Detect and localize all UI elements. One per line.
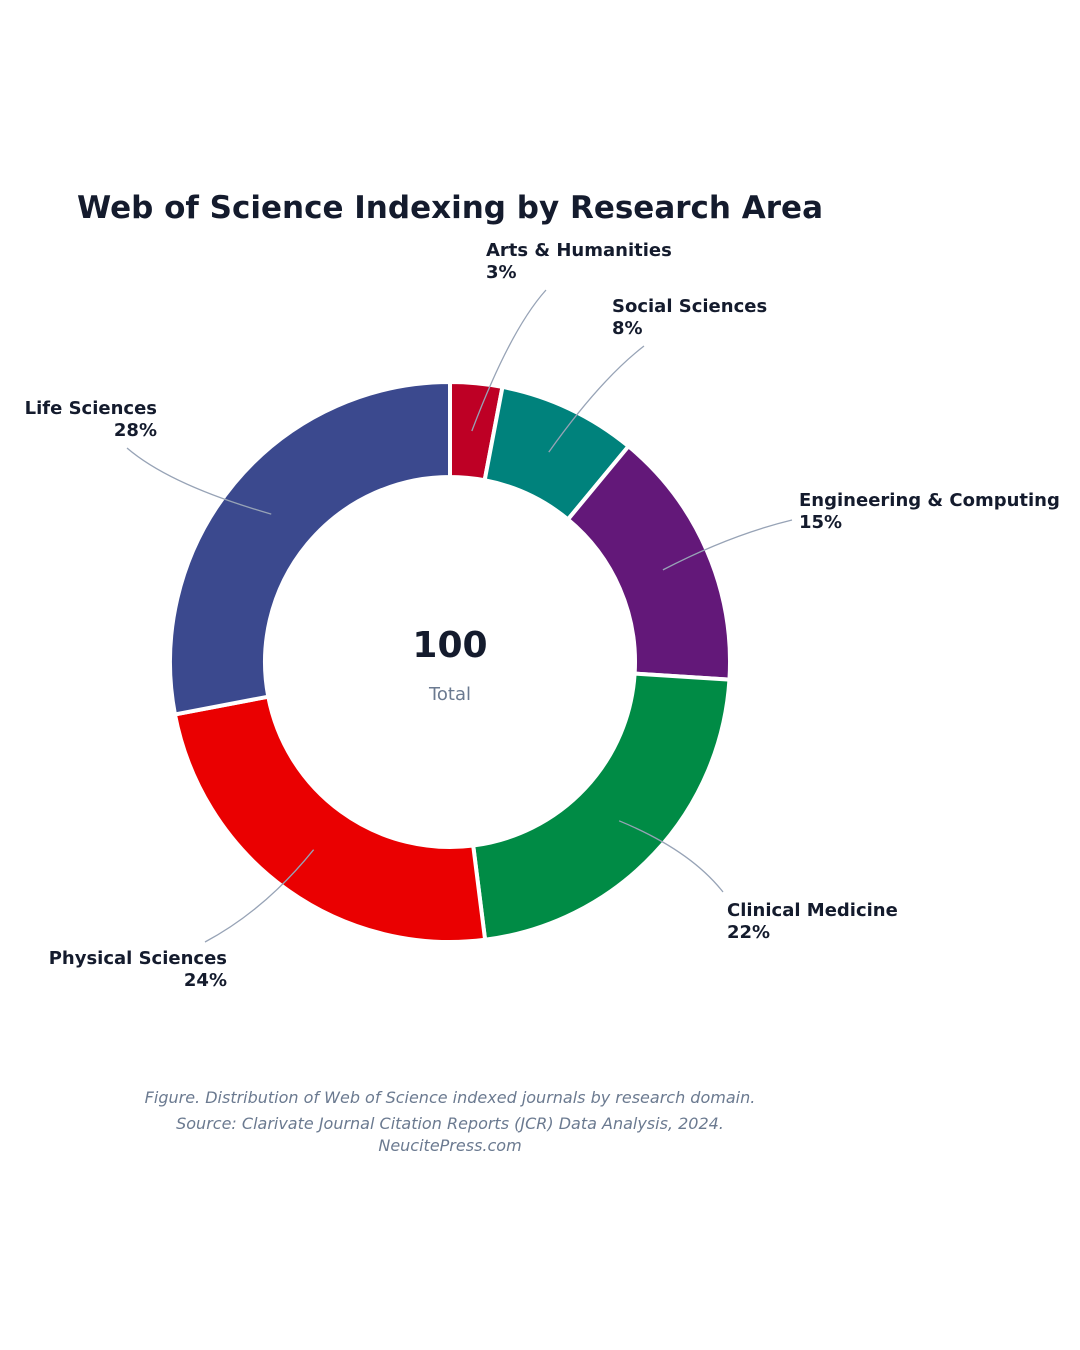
source-caption-line: Source: Clarivate Journal Citation Repor… [176, 1114, 724, 1133]
slice-percent-physical-sciences: 24% [184, 970, 227, 991]
slice-label-life-sciences: Life Sciences [25, 398, 157, 419]
publisher-caption-line: NeucitePress.com [378, 1136, 522, 1155]
figure-caption-line: Figure. Distribution of Web of Science i… [144, 1088, 756, 1107]
leader-line-physical-sciences [204, 849, 315, 943]
slice-percent-arts-and-humanities: 3% [486, 262, 517, 283]
center-total-label: Total [428, 684, 471, 705]
slice-label-physical-sciences: Physical Sciences [49, 948, 227, 969]
leader-line-social-sciences [548, 345, 645, 453]
leader-line-life-sciences [126, 447, 272, 515]
slice-life-sciences [168, 380, 452, 717]
slice-label-social-sciences: Social Sciences [612, 296, 767, 317]
slice-percent-clinical-medicine: 22% [727, 922, 770, 943]
slice-percent-engineering-and-computing: 15% [799, 512, 842, 533]
leader-line-arts-and-humanities [471, 289, 547, 432]
donut-slices [168, 380, 732, 944]
slice-clinical-medicine [471, 671, 732, 942]
slice-percent-life-sciences: 28% [114, 420, 157, 441]
slice-percent-social-sciences: 8% [612, 318, 643, 339]
slice-label-arts-and-humanities: Arts & Humanities [486, 240, 672, 261]
slice-label-engineering-and-computing: Engineering & Computing [799, 490, 1060, 511]
center-total-value: 100 [412, 625, 487, 666]
slice-physical-sciences [172, 694, 488, 944]
leader-lines [126, 289, 793, 943]
leader-line-engineering-and-computing [662, 519, 793, 571]
leader-line-clinical-medicine [618, 820, 724, 893]
chart-title: Web of Science Indexing by Research Area [77, 190, 823, 226]
slice-label-clinical-medicine: Clinical Medicine [727, 900, 898, 921]
